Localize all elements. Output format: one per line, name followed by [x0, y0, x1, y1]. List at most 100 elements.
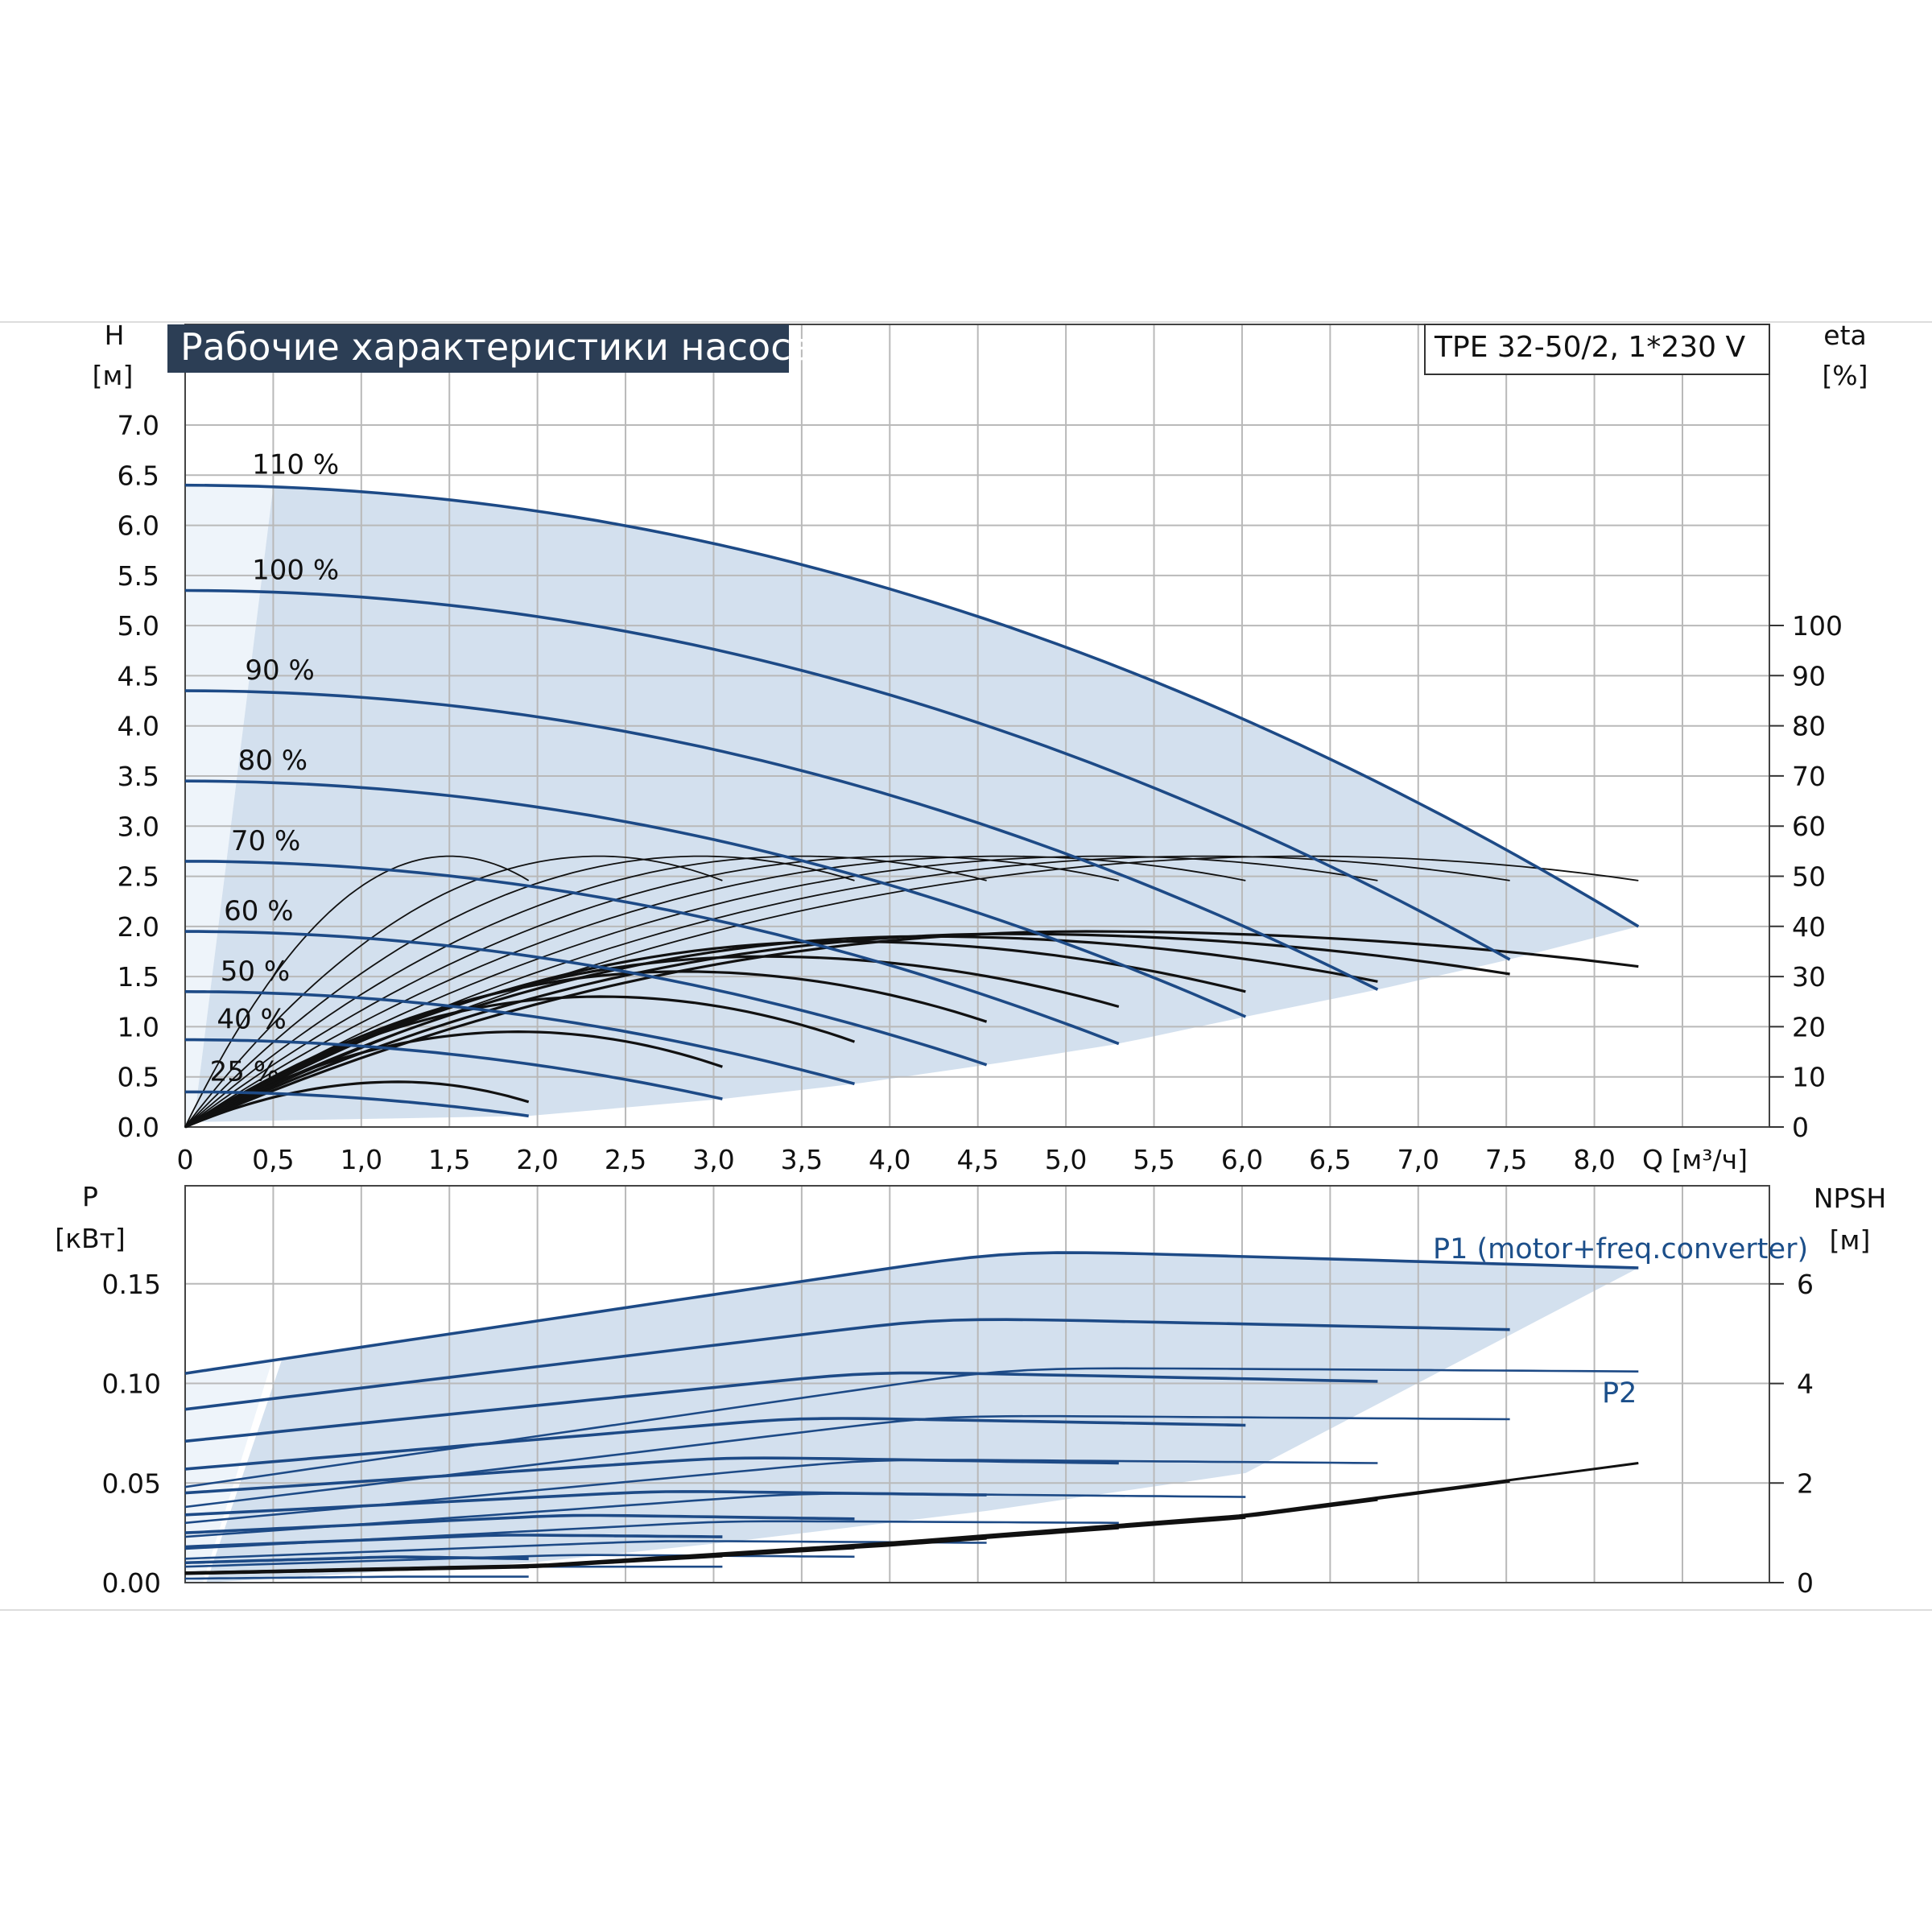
y-tick-label: 0.0: [118, 1112, 159, 1143]
head-axis-ticks: 0.0 0.5 1.0 1.5 2.0 2.5 3.0 3.5 4.0 4.5 5.0 5.5 6.0 6…: [118, 410, 1843, 1175]
p1-curve: [184, 1417, 1246, 1471]
npsh-curves: [184, 1462, 1639, 1575]
x-tick-label: 2,0: [516, 1144, 558, 1175]
p-tick-label: 0.00: [102, 1567, 161, 1599]
speed-label: 50 %: [221, 956, 290, 988]
p1-curve: [184, 1251, 1639, 1375]
p2-curve: [184, 1540, 987, 1560]
x-tick-label: 4,0: [869, 1144, 910, 1175]
chart-title: Рабочие характеристики насоса: [180, 325, 814, 369]
p2-curve: [184, 1554, 855, 1568]
y-tick-label: 6.0: [118, 510, 159, 542]
npsh-tick-label: 0: [1797, 1567, 1814, 1599]
p2-curve: [184, 1367, 1639, 1488]
x-tick-label: 1,5: [428, 1144, 470, 1175]
pump-eta-curve: [184, 855, 1119, 1128]
head-curve: [185, 1038, 723, 1100]
x-tick-label: 3,0: [692, 1144, 734, 1175]
y2-tick-label: 80: [1792, 711, 1826, 742]
y-tick-label: 1.0: [118, 1011, 159, 1042]
head-curve: [184, 689, 1379, 991]
y-axis-label: H: [105, 320, 125, 351]
p1-curve: [184, 1555, 529, 1565]
y-tick-label: 0.5: [118, 1062, 159, 1093]
npsh-curve: [184, 1462, 1639, 1575]
p1-curve: [184, 1490, 987, 1517]
speed-percent-labels: 110 % 100 % 90 % 80 % 70 % 60 % 50 % 40 % 25 %: [210, 449, 340, 1088]
x-tick-label: 2,5: [605, 1144, 646, 1175]
p1-series-label: P1 (motor+freq.converter): [1433, 1233, 1808, 1265]
p1-curves: [184, 1251, 1639, 1565]
head-curve: [184, 588, 1511, 961]
p-tick-label: 0.15: [102, 1269, 161, 1300]
low-flow-region: [185, 485, 274, 1127]
x-tick-label: 0,5: [252, 1144, 294, 1175]
x-tick-label: 6,5: [1309, 1144, 1351, 1175]
y2-tick-label: 100: [1792, 610, 1843, 642]
pump-eta-curve: [184, 855, 1378, 1128]
y-tick-label: 4.0: [118, 711, 159, 742]
x-axis-label: Q [м³/ч]: [1642, 1144, 1748, 1175]
p2-series-label: P2: [1602, 1377, 1637, 1410]
p1-curve: [184, 1534, 723, 1549]
x-tick-label: 5,5: [1133, 1144, 1174, 1175]
head-curve: [185, 860, 1120, 1046]
power-envelope: [206, 1252, 1639, 1583]
y2-tick-label: 70: [1792, 761, 1826, 792]
y2-tick-label: 20: [1792, 1011, 1826, 1042]
x-tick-label: 1,0: [341, 1144, 382, 1175]
p-tick-label: 0.05: [102, 1468, 161, 1499]
x-tick-label: 8,0: [1573, 1144, 1615, 1175]
head-curve: [185, 1090, 529, 1118]
x-tick-label: 0: [177, 1144, 194, 1175]
y2-tick-label: 40: [1792, 911, 1826, 943]
speed-label: 70 %: [231, 825, 300, 857]
power-low-flow-region: [185, 1357, 274, 1583]
y2-tick-label: 30: [1792, 961, 1826, 993]
y2-tick-label: 0: [1792, 1112, 1809, 1143]
npsh-tick-label: 4: [1797, 1368, 1814, 1400]
head-curve: [184, 990, 855, 1086]
p1-curve: [184, 1371, 1378, 1443]
p-tick-label: 0.10: [102, 1368, 161, 1400]
x-tick-label: 7,5: [1485, 1144, 1527, 1175]
pump-eta-curve: [184, 855, 1246, 1128]
head-efficiency-panel: 0.0 0.5 1.0 1.5 2.0 2.5 3.0 3.5 4.0 4.5 5.0 5.5 6.0 6…: [93, 320, 1868, 1175]
head-curve: [185, 930, 988, 1067]
p1-curve: [184, 1513, 855, 1534]
speed-label: 80 %: [238, 745, 308, 777]
title-box: [167, 324, 789, 373]
y-tick-label: 1.5: [118, 961, 159, 993]
y-tick-label: 6.5: [118, 460, 159, 491]
y2-axis-label: eta: [1823, 320, 1866, 351]
speed-label: 60 %: [224, 895, 293, 927]
speed-label: 25 %: [210, 1055, 279, 1088]
p2-curve: [185, 1575, 529, 1580]
x-tick-label: 3,5: [781, 1144, 823, 1175]
total-eta-curve: [184, 1080, 530, 1129]
y2-tick-label: 10: [1792, 1062, 1826, 1093]
y2-tick-label: 90: [1792, 660, 1826, 691]
y-tick-label: 3.0: [118, 811, 159, 842]
head-curve: [184, 779, 1247, 1018]
speed-label: 90 %: [245, 654, 314, 687]
p1-curve: [184, 1456, 1119, 1495]
y2-tick-label: 50: [1792, 861, 1826, 893]
y-axis-unit: [м]: [93, 360, 134, 391]
y-tick-label: 3.5: [118, 761, 159, 792]
model-box: [1424, 324, 1770, 375]
speed-label: 40 %: [217, 1004, 286, 1036]
y-tick-label: 2.0: [118, 911, 159, 943]
x-tick-label: 6,0: [1221, 1144, 1263, 1175]
head-grid: [184, 324, 1770, 1128]
npsh-tick-label: 2: [1797, 1468, 1814, 1499]
power-axis-ticks: 0.00 0.05 0.10 0.15 0 2 4 6: [102, 1269, 1814, 1599]
model-label: TPE 32-50/2, 1*230 V: [1434, 331, 1745, 364]
p-axis-unit: [кВт]: [55, 1223, 126, 1254]
total-eta-curve: [184, 939, 1246, 1129]
npsh-axis-unit: [м]: [1830, 1224, 1871, 1256]
p2-curve: [184, 1414, 1510, 1509]
efficiency-curves: [184, 855, 1639, 1129]
y-tick-label: 2.5: [118, 861, 159, 893]
